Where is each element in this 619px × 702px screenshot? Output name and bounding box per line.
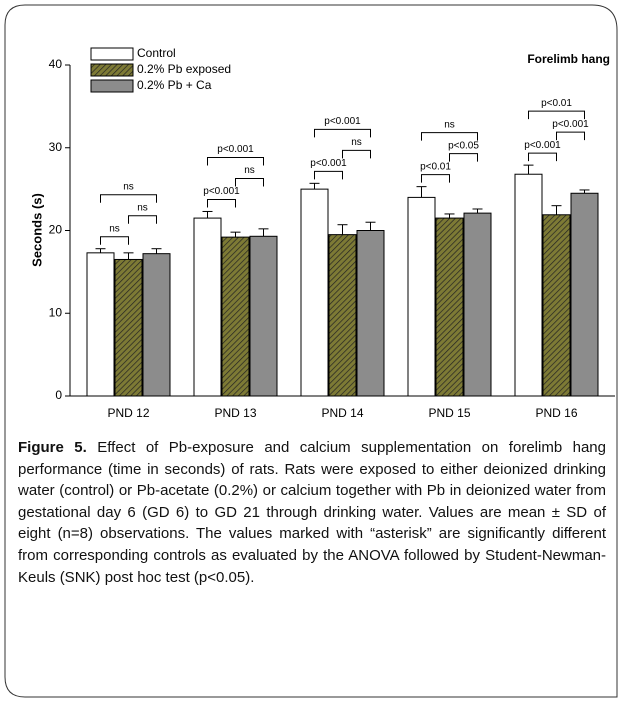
legend-label: Control [137, 46, 176, 60]
bar [86, 252, 115, 397]
bar [142, 253, 171, 397]
x-tick-label: PND 14 [321, 406, 363, 420]
bar [542, 214, 571, 397]
legend-label: 0.2% Pb exposed [137, 62, 231, 76]
bar [221, 236, 250, 397]
significance-bracket [528, 110, 585, 120]
y-tick-label: 40 [49, 57, 63, 71]
significance-bracket [100, 194, 157, 203]
caption-label: Figure 5. [18, 439, 87, 456]
bar [435, 217, 464, 397]
x-tick-label: PND 13 [214, 406, 256, 420]
significance-label: ns [444, 119, 455, 130]
y-tick-label: 10 [49, 305, 63, 319]
significance-label: ns [244, 165, 255, 176]
bar [407, 196, 436, 397]
y-tick-label: 30 [49, 140, 63, 154]
significance-bracket [421, 174, 450, 183]
significance-label: p<0.01 [541, 98, 572, 109]
legend-swatch [90, 47, 134, 61]
legend-swatch [90, 63, 134, 77]
x-tick-label: PND 12 [107, 406, 149, 420]
significance-label: ns [137, 202, 148, 213]
chart-title: Forelimb hang [527, 52, 610, 66]
x-tick-label: PND 16 [535, 406, 577, 420]
panel-border [4, 4, 618, 698]
caption: Figure 5. Effect of Pb-exposure and calc… [18, 437, 606, 588]
bar [570, 192, 599, 397]
bar [249, 235, 278, 397]
legend-label: 0.2% Pb + Ca [137, 78, 212, 92]
y-axis-label: Seconds (s) [29, 193, 44, 267]
bar [463, 212, 492, 397]
significance-bracket [421, 132, 478, 141]
bar [300, 188, 329, 397]
significance-bracket [207, 156, 264, 166]
significance-bracket [100, 236, 129, 245]
significance-bracket [235, 177, 264, 187]
bar [193, 217, 222, 397]
significance-label: p<0.01 [420, 161, 451, 172]
bar [514, 173, 543, 397]
caption-text: Effect of Pb-exposure and calcium supple… [18, 439, 606, 586]
significance-bracket [207, 198, 236, 208]
significance-label: p<0.001 [552, 119, 589, 130]
significance-bracket [449, 153, 478, 162]
significance-label: p<0.001 [203, 186, 240, 197]
legend-swatch [90, 79, 134, 93]
significance-bracket [556, 131, 585, 141]
significance-label: ns [123, 181, 134, 192]
y-tick-label: 20 [49, 223, 63, 237]
significance-bracket [314, 170, 343, 180]
significance-label: p<0.001 [310, 158, 347, 169]
bar [356, 230, 385, 397]
significance-bracket [342, 149, 371, 159]
significance-bracket [314, 128, 371, 138]
significance-bracket [528, 152, 557, 162]
bar [328, 234, 357, 397]
x-tick-label: PND 15 [428, 406, 470, 420]
significance-label: p<0.001 [217, 144, 254, 155]
significance-label: ns [351, 137, 362, 148]
significance-label: p<0.001 [324, 116, 361, 127]
bar [114, 258, 143, 397]
y-tick-label: 0 [55, 388, 62, 402]
significance-bracket [128, 215, 157, 224]
significance-label: p<0.05 [448, 140, 479, 151]
significance-label: ns [109, 223, 120, 234]
significance-label: p<0.001 [524, 140, 561, 151]
